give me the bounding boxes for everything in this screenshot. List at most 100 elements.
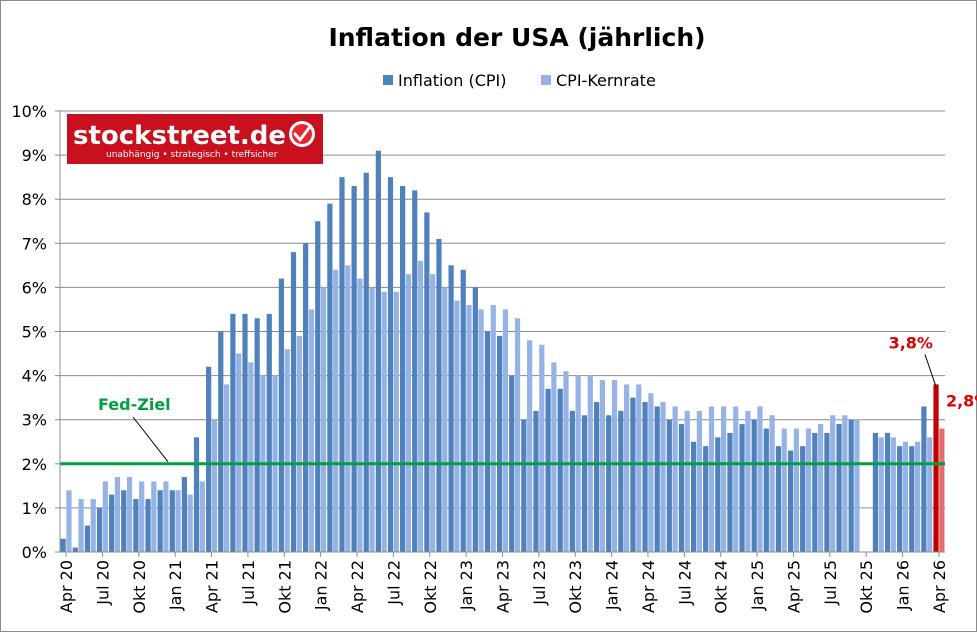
bar-core xyxy=(78,499,84,552)
bar-cpi xyxy=(436,238,442,552)
bar-core xyxy=(599,380,605,552)
bar-cpi xyxy=(266,313,272,552)
bar-core xyxy=(830,415,836,552)
bar-core xyxy=(405,274,412,552)
bar-cpi xyxy=(254,318,260,552)
x-tick-label: Apr 21 xyxy=(203,560,222,613)
legend-swatch-cpi xyxy=(383,75,393,85)
x-tick-label: Jul 24 xyxy=(675,560,694,606)
legend-swatch-core xyxy=(541,75,551,85)
bar-cpi xyxy=(703,446,709,552)
bar-cpi xyxy=(363,172,369,553)
bar-core xyxy=(187,494,193,552)
x-tick-label: Jul 25 xyxy=(821,560,840,606)
bar-cpi xyxy=(339,177,345,552)
bar-cpi xyxy=(109,494,115,552)
bar-cpi xyxy=(400,185,406,552)
bar-core xyxy=(624,384,630,552)
bar-core xyxy=(539,344,545,552)
bar-cpi xyxy=(387,177,394,552)
bar-cpi xyxy=(715,437,721,552)
bar-cpi xyxy=(545,388,551,552)
bar-cpi xyxy=(303,243,309,553)
annotation-core-value: 2,8% xyxy=(946,392,977,411)
bar-cpi xyxy=(581,415,588,552)
bar-core xyxy=(902,441,909,552)
x-tick-label: Okt 21 xyxy=(275,560,294,614)
legend-label-cpi: Inflation (CPI) xyxy=(398,71,507,90)
bar-core xyxy=(442,287,448,552)
bar-core xyxy=(223,384,230,552)
annotation-cpi-value: 3,8% xyxy=(889,333,933,352)
bar-core xyxy=(430,274,436,552)
x-tick-label: Apr 24 xyxy=(639,560,658,613)
bar-core xyxy=(308,309,315,552)
bar-cpi xyxy=(642,402,648,552)
x-tick-label: Apr 20 xyxy=(57,560,76,613)
y-tick-label: 3% xyxy=(22,411,47,430)
bar-core xyxy=(114,477,121,552)
bar-core xyxy=(648,393,654,552)
bar-cpi xyxy=(933,384,939,552)
bar-cpi xyxy=(618,410,624,552)
bar-core xyxy=(248,362,254,552)
bar-core xyxy=(454,300,460,552)
y-tick-label: 8% xyxy=(22,190,47,209)
bar-core xyxy=(502,309,508,552)
annotation-cpi-pointer xyxy=(924,354,937,387)
bar-core xyxy=(236,353,242,552)
y-tick-label: 4% xyxy=(22,367,47,386)
bar-cpi xyxy=(181,477,187,552)
bar-cpi xyxy=(315,221,321,552)
x-tick-label: Jul 23 xyxy=(530,560,549,606)
bar-core xyxy=(660,402,666,552)
bar-core xyxy=(369,287,375,552)
bar-core xyxy=(611,380,618,552)
x-tick-label: Jul 21 xyxy=(239,560,258,606)
y-tick-label: 9% xyxy=(22,146,47,165)
bar-cpi xyxy=(230,313,236,552)
y-tick-label: 2% xyxy=(22,455,47,474)
bar-cpi xyxy=(145,499,151,552)
fed-target-label: Fed-Ziel xyxy=(98,395,171,414)
bar-core xyxy=(90,499,96,552)
bar-core xyxy=(793,428,799,552)
x-tick-label: Jan 23 xyxy=(457,560,476,611)
bar-cpi xyxy=(60,538,66,552)
bar-core xyxy=(672,406,678,552)
bar-core xyxy=(163,481,169,552)
bar-core xyxy=(284,349,290,552)
bar-cpi xyxy=(787,450,794,552)
bar-cpi xyxy=(72,547,78,552)
bar-core xyxy=(757,406,763,552)
bar-cpi xyxy=(836,424,842,552)
bar-core xyxy=(818,424,824,552)
legend-label-core: CPI-Kernrate xyxy=(556,71,656,90)
bar-cpi xyxy=(521,419,527,552)
bar-core xyxy=(357,278,363,552)
bar-core xyxy=(684,410,690,552)
bar-core xyxy=(914,441,921,552)
bar-cpi xyxy=(606,415,612,552)
x-tick-label: Apr 26 xyxy=(930,560,949,613)
bar-cpi xyxy=(921,406,927,552)
bar-cpi xyxy=(654,406,660,552)
bar-cpi xyxy=(121,490,127,552)
x-tick-label: Okt 23 xyxy=(566,560,585,614)
y-tick-label: 1% xyxy=(22,499,47,518)
bar-cpi xyxy=(412,190,418,552)
logo-background xyxy=(67,114,323,164)
bar-core xyxy=(66,490,72,552)
bar-core xyxy=(721,406,727,552)
bar-core xyxy=(733,406,739,552)
x-tick-label: Okt 20 xyxy=(130,560,149,614)
bar-cpi xyxy=(242,313,248,552)
bar-core xyxy=(696,410,702,552)
bar-core xyxy=(345,265,351,552)
x-tick-label: Jan 21 xyxy=(166,560,185,611)
x-tick-label: Okt 25 xyxy=(857,560,876,614)
bar-cpi xyxy=(533,410,539,552)
bar-cpi xyxy=(763,428,769,552)
bar-core xyxy=(745,410,751,552)
